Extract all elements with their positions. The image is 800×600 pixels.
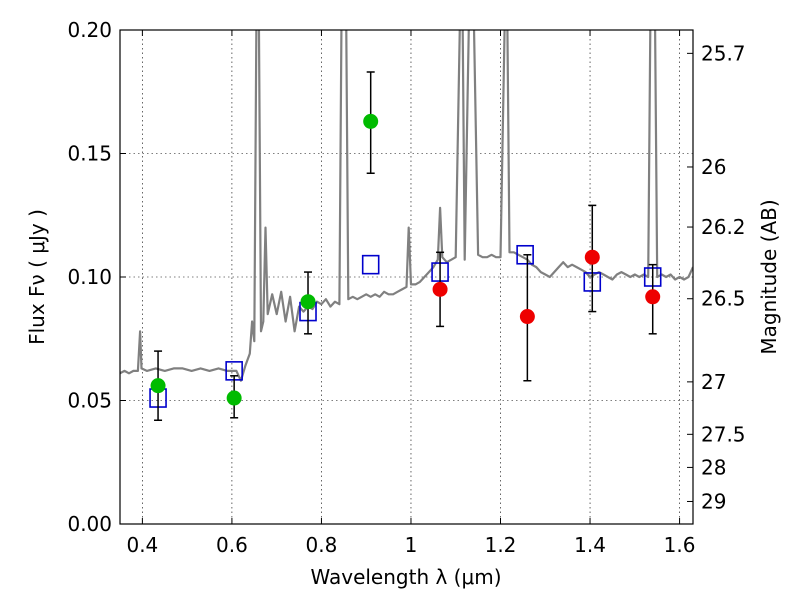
x-tick-label: 1.4 bbox=[574, 533, 606, 557]
y-axis-title: Flux Fν ( μJy ) bbox=[25, 209, 49, 345]
model-flux-box bbox=[361, 254, 380, 275]
right-tick-label: 27.5 bbox=[701, 422, 746, 446]
right-axis-title: Magnitude (AB) bbox=[757, 199, 781, 354]
y-tick-label: 0.05 bbox=[67, 389, 112, 413]
right-tick-label: 26.2 bbox=[701, 215, 746, 239]
x-tick-label: 0.6 bbox=[216, 533, 248, 557]
right-tick-label: 28 bbox=[701, 455, 726, 479]
right-tick-label: 29 bbox=[701, 489, 726, 513]
photometry-point bbox=[432, 281, 448, 297]
x-axis-title: Wavelength λ (μm) bbox=[310, 565, 501, 589]
x-tick-label: 1.6 bbox=[664, 533, 696, 557]
model-flux-box bbox=[516, 244, 534, 265]
y-tick-label: 0.15 bbox=[67, 142, 112, 166]
right-tick-label: 26 bbox=[701, 155, 726, 179]
model-spectrum-line bbox=[120, 30, 693, 382]
photometry-point bbox=[226, 390, 242, 406]
y-tick-label: 0.20 bbox=[67, 18, 112, 42]
right-tick-label: 27 bbox=[701, 370, 726, 394]
x-tick-label: 0.8 bbox=[306, 533, 338, 557]
photometry-point bbox=[300, 294, 316, 310]
data-layer bbox=[120, 30, 693, 422]
photometry-point bbox=[519, 309, 535, 325]
tick-layer: 0.4 0.6 0.8 1 1.2 1.4 1.6 0.00 0.05 0.10 0.15 0.20 2… bbox=[67, 18, 745, 557]
x-tick-label: 1 bbox=[405, 533, 418, 557]
right-tick-label: 26.5 bbox=[701, 287, 746, 311]
x-tick-label: 1.2 bbox=[485, 533, 517, 557]
photometry-point bbox=[150, 378, 166, 394]
photometry-point bbox=[584, 249, 600, 265]
right-tick-label: 25.7 bbox=[701, 41, 746, 65]
y-tick-label: 0.10 bbox=[67, 265, 112, 289]
y-tick-label: 0.00 bbox=[67, 512, 112, 536]
photometry-point bbox=[645, 289, 661, 305]
x-tick-label: 0.4 bbox=[126, 533, 158, 557]
photometry-point bbox=[363, 113, 379, 129]
